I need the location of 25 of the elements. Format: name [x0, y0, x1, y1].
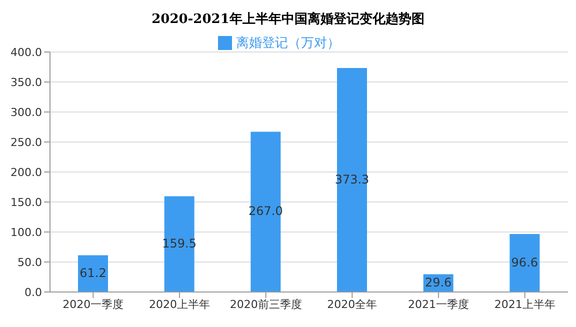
x-tick-label: 2021一季度 [408, 298, 469, 311]
bar [337, 68, 367, 292]
y-tick-label: 150.0 [10, 196, 42, 209]
x-tick-label: 2021上半年 [494, 298, 556, 311]
bar [164, 196, 194, 292]
y-tick-label: 350.0 [10, 76, 42, 89]
bar [510, 234, 540, 292]
data-label: 29.6 [424, 275, 452, 290]
y-tick-label: 300.0 [10, 106, 42, 119]
y-tick-label: 50.0 [18, 256, 42, 269]
data-label: 96.6 [511, 255, 538, 270]
bar [250, 132, 281, 292]
y-tick-label: 400.0 [10, 46, 42, 59]
x-tick-label: 2020一季度 [62, 298, 124, 311]
x-tick-label: 2020前三季度 [230, 298, 302, 311]
data-label: 61.2 [80, 266, 106, 280]
bar [78, 255, 108, 292]
x-tick-label: 2020全年 [327, 298, 378, 311]
x-tick-label: 2020上半年 [149, 298, 210, 311]
y-tick-label: 250.0 [10, 136, 42, 149]
y-tick-label: 0.0 [24, 286, 42, 299]
y-tick-label: 100.0 [10, 226, 42, 239]
chart-title: 2020-2021年上半年中国离婚登记变化趋势图 [150, 10, 426, 29]
legend-label: 离婚登记（万对） [236, 36, 340, 51]
y-tick-label: 200.0 [10, 166, 42, 179]
